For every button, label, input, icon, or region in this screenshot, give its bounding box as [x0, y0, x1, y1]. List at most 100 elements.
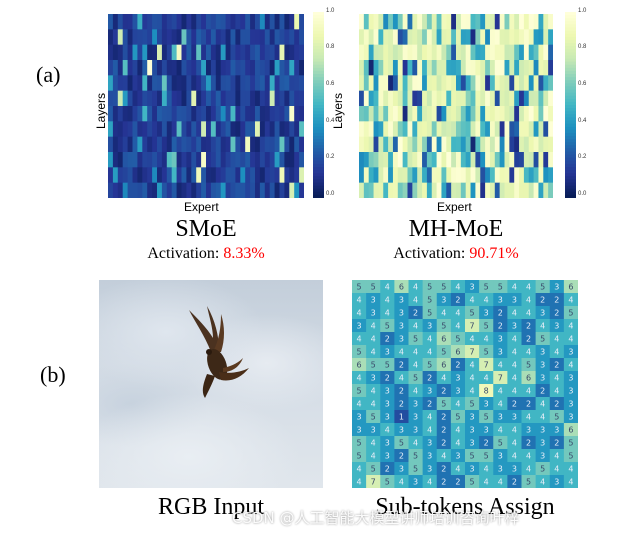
heatmap-cell: [215, 60, 222, 76]
colorbar-segment: [565, 123, 576, 128]
heatmap-cell: [465, 136, 472, 153]
heatmap-cell: [480, 44, 486, 61]
subtoken-count: 5: [540, 465, 545, 474]
heatmap-cell: [176, 167, 182, 184]
colorbar-tick: 0.0: [578, 191, 587, 197]
subtoken-cell: [507, 475, 522, 488]
heatmap-cell: [436, 136, 442, 153]
heatmap-cell: [509, 136, 515, 153]
subtoken-count: 5: [371, 283, 376, 292]
subtoken-cell: [436, 280, 452, 294]
subtoken-cell: [549, 280, 565, 294]
heatmap-cell: [475, 182, 481, 198]
heatmap-cell: [412, 14, 418, 30]
heatmap-cell: [533, 14, 539, 30]
heatmap-cell: [412, 60, 418, 76]
heatmap-cell: [250, 14, 256, 30]
subtoken-count: 2: [441, 465, 446, 474]
heatmap-cell: [397, 14, 404, 30]
heatmap-cell: [523, 75, 530, 92]
heatmap-cell: [456, 14, 462, 30]
subtoken-count: 4: [512, 348, 517, 357]
heatmap-cell: [533, 152, 539, 168]
subtoken-cell: [422, 319, 438, 333]
subtoken-count: 3: [554, 283, 559, 292]
subtoken-count: 4: [512, 374, 517, 383]
subtoken-count: 5: [540, 283, 545, 292]
subtoken-cell: [549, 319, 565, 333]
heatmap-cell: [412, 182, 418, 198]
smoe-colorbar-ticks: 1.0 0.8 0.6 0.4 0.2 0.0: [326, 8, 346, 202]
colorbar-tick: 0.6: [578, 81, 587, 87]
heatmap-cell: [368, 136, 375, 153]
subtoken-cell: [535, 358, 551, 372]
heatmap-cell: [220, 29, 227, 46]
heatmap-cell: [289, 121, 295, 138]
heatmap-cell: [397, 29, 404, 46]
heatmap-cell: [294, 121, 300, 138]
heatmap-cell: [485, 121, 491, 138]
subtoken-cell: [465, 319, 480, 333]
heatmap-cell: [465, 167, 472, 184]
heatmap-cell: [196, 29, 202, 46]
subtoken-cell: [366, 436, 381, 450]
watermark: CSDN @人工智能大模型讲师培训咨询叶梓: [232, 509, 520, 527]
colorbar-segment: [313, 194, 324, 198]
subtoken-count: 4: [470, 374, 475, 383]
heatmap-cell: [543, 60, 549, 76]
heatmap-cell: [441, 90, 447, 107]
heatmap-cell: [407, 136, 413, 153]
subtoken-count: 3: [470, 283, 475, 292]
subtoken-count: 4: [526, 465, 531, 474]
heatmap-cell: [250, 136, 256, 153]
colorbar-segment: [313, 120, 324, 125]
subtoken-cell: [465, 410, 480, 424]
subtoken-cell: [493, 345, 508, 359]
heatmap-cell: [176, 90, 182, 107]
heatmap-cell: [186, 44, 192, 61]
colorbar-segment: [313, 154, 324, 159]
heatmap-cell: [431, 136, 438, 153]
heatmap-cell: [215, 121, 222, 138]
heatmap-cell: [417, 136, 423, 153]
heatmap-cell: [494, 182, 501, 198]
heatmap-cell: [363, 14, 370, 30]
subtoken-count: 5: [357, 348, 362, 357]
heatmap-cell: [161, 29, 168, 46]
heatmap-cell: [426, 106, 433, 122]
heatmap-cell: [368, 29, 375, 46]
heatmap-cell: [368, 90, 375, 107]
heatmap-cell: [289, 75, 295, 92]
heatmap-cell: [402, 29, 408, 46]
subtoken-count: 4: [498, 387, 503, 396]
heatmap-cell: [504, 90, 510, 107]
heatmap-cell: [446, 60, 452, 76]
heatmap-cell: [284, 60, 290, 76]
heatmap-cell: [255, 106, 261, 122]
heatmap-cell: [112, 121, 119, 138]
heatmap-cell: [127, 106, 133, 122]
heatmap-cell: [397, 90, 404, 107]
heatmap-cell: [388, 167, 394, 184]
heatmap-cell: [388, 106, 394, 122]
heatmap-cell: [441, 167, 447, 184]
subtoken-count: 2: [540, 296, 545, 305]
subtoken-cell: [549, 397, 565, 411]
mhmoe-ylabel: Layers: [331, 92, 346, 130]
heatmap-cell: [392, 90, 399, 107]
heatmap-cell: [538, 44, 544, 61]
subtoken-count: 4: [427, 478, 432, 487]
subtoken-count: 5: [441, 322, 446, 331]
heatmap-cell: [250, 60, 256, 76]
heatmap-cell: [289, 14, 295, 30]
heatmap-cell: [388, 60, 394, 76]
heatmap-cell: [373, 182, 379, 198]
subtoken-cell: [563, 423, 578, 437]
subtoken-count: 4: [455, 439, 460, 448]
heatmap-cell: [269, 121, 276, 138]
heatmap-cell: [230, 167, 236, 184]
colorbar-segment: [313, 18, 324, 22]
heatmap-cell: [514, 152, 520, 168]
heatmap-cell: [470, 90, 476, 107]
heatmap-cell: [383, 182, 389, 198]
